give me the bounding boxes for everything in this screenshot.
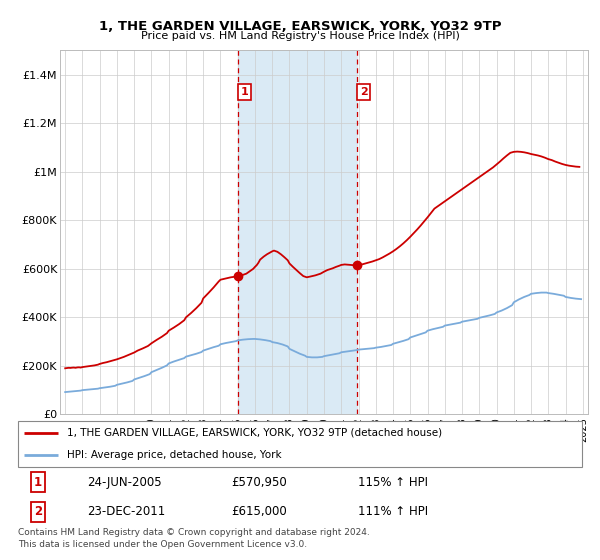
Text: HPI: Average price, detached house, York: HPI: Average price, detached house, York	[67, 450, 281, 460]
Text: £615,000: £615,000	[231, 505, 287, 519]
Text: 1, THE GARDEN VILLAGE, EARSWICK, YORK, YO32 9TP: 1, THE GARDEN VILLAGE, EARSWICK, YORK, Y…	[99, 20, 501, 32]
Text: 1: 1	[34, 475, 42, 489]
Text: £570,950: £570,950	[231, 475, 287, 489]
Text: 23-DEC-2011: 23-DEC-2011	[87, 505, 165, 519]
Text: Contains HM Land Registry data © Crown copyright and database right 2024.
This d: Contains HM Land Registry data © Crown c…	[18, 528, 370, 549]
Text: 2: 2	[34, 505, 42, 519]
Text: 2: 2	[360, 87, 367, 97]
Text: 1, THE GARDEN VILLAGE, EARSWICK, YORK, YO32 9TP (detached house): 1, THE GARDEN VILLAGE, EARSWICK, YORK, Y…	[67, 428, 442, 438]
Text: 1: 1	[241, 87, 248, 97]
Text: 115% ↑ HPI: 115% ↑ HPI	[358, 475, 428, 489]
Bar	[238, 50, 357, 414]
Text: Price paid vs. HM Land Registry's House Price Index (HPI): Price paid vs. HM Land Registry's House …	[140, 31, 460, 41]
Text: 24-JUN-2005: 24-JUN-2005	[87, 475, 161, 489]
FancyBboxPatch shape	[18, 421, 582, 466]
Text: 111% ↑ HPI: 111% ↑ HPI	[358, 505, 428, 519]
